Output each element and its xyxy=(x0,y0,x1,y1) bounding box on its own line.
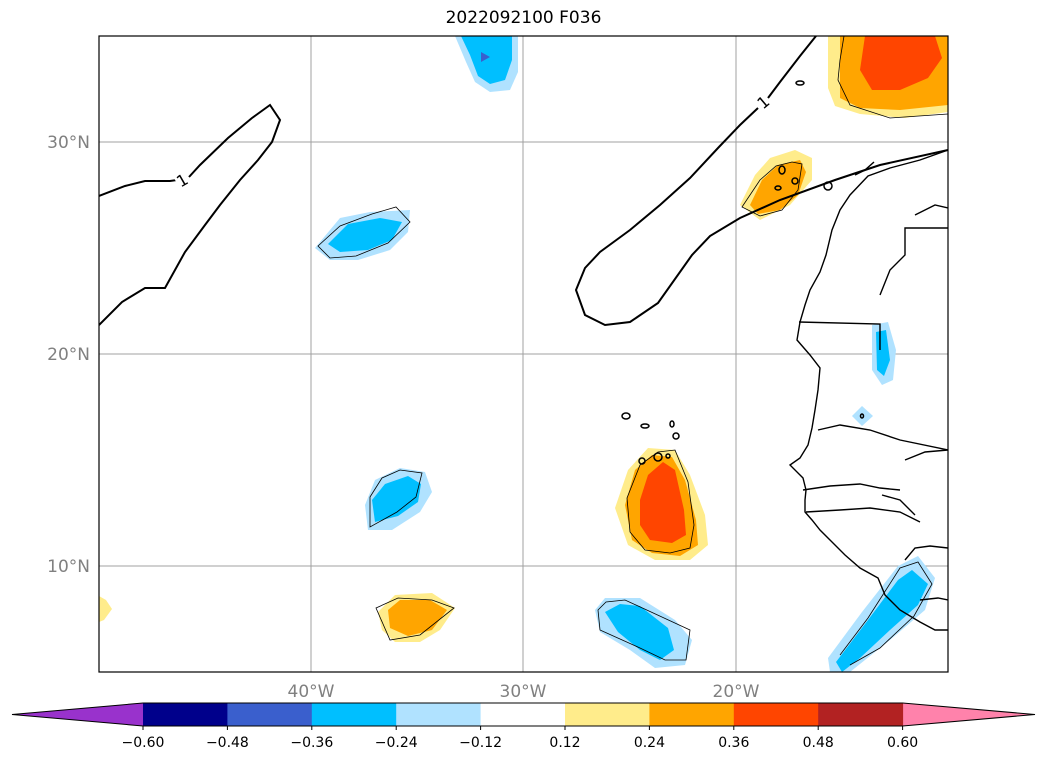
colorbar-bin xyxy=(480,703,566,726)
colorbar: −0.60 −0.48 −0.36 −0.24 −0.12 0.12 0.24 0.36 0.4… xyxy=(11,702,1036,751)
colorbar-tick-label: 0.36 xyxy=(718,735,749,751)
lat-label-30n: 30°N xyxy=(47,133,90,153)
coastline xyxy=(788,149,948,631)
colorbar-tick-label: −0.48 xyxy=(206,735,249,751)
colorbar-bin xyxy=(649,703,735,726)
contour-labels: 1 1 xyxy=(171,90,773,191)
colorbar-tick-label: −0.24 xyxy=(375,735,418,751)
colorbar-bin xyxy=(143,703,228,726)
negative-anomaly-strong xyxy=(481,52,490,62)
colorbar-tick-label: 0.12 xyxy=(549,735,580,751)
negative-anomaly-medium xyxy=(328,36,928,672)
gridlines xyxy=(99,36,948,672)
lon-label-20w: 20°W xyxy=(713,682,760,702)
thick-contour-lines xyxy=(99,36,948,327)
positive-anomaly-medium xyxy=(388,36,948,636)
colorbar-bin xyxy=(733,703,819,726)
map-title: 2022092100 F036 xyxy=(445,8,602,28)
colorbar-bin xyxy=(565,703,650,726)
map-area: 1 1 xyxy=(99,36,948,672)
lat-label-20n: 20°N xyxy=(47,345,90,365)
lat-label-10n: 10°N xyxy=(47,557,90,577)
colorbar-extend-high xyxy=(902,703,1035,726)
colorbar-tick-label: 0.24 xyxy=(634,735,665,751)
lon-label-30w: 30°W xyxy=(500,682,547,702)
colorbar-tick-label: 0.60 xyxy=(887,735,918,751)
anomaly-contour-lines xyxy=(317,36,948,666)
map-frame xyxy=(98,35,949,673)
colorbar-bin xyxy=(396,703,482,726)
colorbar-bin xyxy=(818,703,904,726)
colorbar-bin xyxy=(311,703,397,726)
colorbar-extend-low xyxy=(12,703,143,726)
colorbar-tick-label: −0.12 xyxy=(459,735,502,751)
islands xyxy=(621,80,875,465)
lon-label-40w: 40°W xyxy=(288,682,335,702)
latitude-labels: 30°N 20°N 10°N xyxy=(47,133,90,577)
longitude-labels: 40°W 30°W 20°W xyxy=(288,682,760,702)
colorbar-tick-label: −0.60 xyxy=(122,735,165,751)
colorbar-tick-label: −0.36 xyxy=(290,735,333,751)
positive-anomaly-strong xyxy=(640,36,942,543)
colorbar-bin xyxy=(227,703,313,726)
colorbar-tick-label: 0.48 xyxy=(803,735,834,751)
